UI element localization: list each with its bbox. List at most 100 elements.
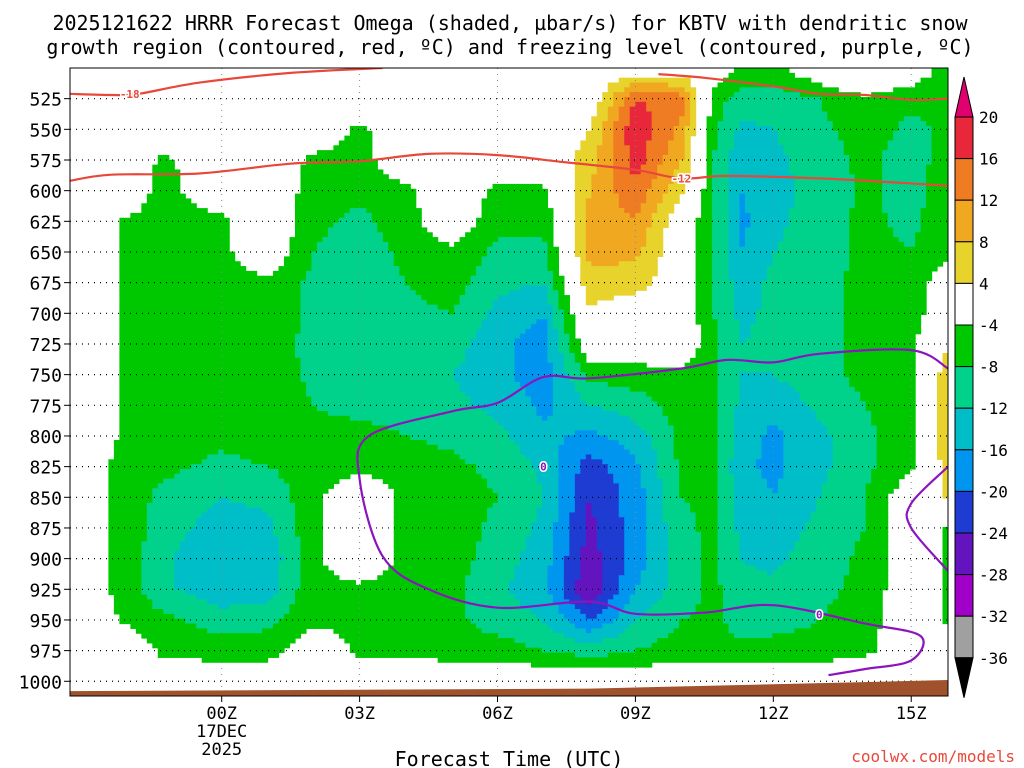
omega-cell	[706, 169, 713, 175]
omega-cell	[519, 555, 554, 562]
omega-cell	[849, 222, 889, 229]
omega-cell	[712, 193, 730, 200]
omega-cell	[558, 502, 576, 509]
omega-cell	[465, 613, 538, 620]
omega-cell	[388, 565, 472, 571]
omega-cell	[563, 353, 576, 359]
omega-cell	[108, 570, 142, 576]
omega-cell	[294, 343, 472, 349]
omega-cell	[701, 536, 719, 543]
omega-cell	[843, 290, 927, 296]
omega-cell	[426, 439, 516, 446]
omega-cell	[668, 183, 686, 190]
omega-cell	[613, 140, 625, 146]
omega-cell	[728, 159, 790, 166]
omega-cell	[284, 256, 313, 262]
omega-cell	[701, 338, 719, 344]
omega-cell	[701, 541, 719, 547]
omega-cell	[668, 551, 702, 557]
omega-cell	[717, 135, 735, 142]
omega-cell	[712, 198, 730, 204]
omega-cell	[942, 357, 948, 364]
omega-cell	[119, 618, 186, 625]
omega-cell	[865, 526, 889, 533]
omega-cell	[712, 111, 724, 117]
omega-cell	[723, 584, 845, 591]
omega-cell	[882, 188, 927, 195]
omega-cell	[552, 594, 565, 600]
omega-cell	[624, 570, 642, 576]
omega-cell	[547, 256, 559, 262]
omega-cell	[487, 188, 549, 195]
omega-cell	[525, 541, 554, 547]
omega-cell	[843, 372, 916, 378]
omega-cell	[733, 406, 812, 412]
omega-cell	[552, 377, 570, 383]
omega-cell	[585, 212, 631, 219]
omega-cell	[574, 507, 587, 514]
omega-cell	[739, 222, 752, 229]
omega-cell	[739, 386, 795, 393]
omega-cell	[712, 164, 730, 171]
omega-cell	[640, 164, 658, 171]
omega-cell	[558, 488, 576, 494]
omega-cell	[349, 208, 367, 214]
omega-cell	[843, 285, 927, 291]
omega-cell	[602, 130, 614, 137]
omega-cell	[942, 584, 948, 591]
omega-cell	[552, 531, 570, 538]
omega-cell	[701, 333, 719, 340]
omega-cell	[569, 531, 587, 538]
omega-cell	[712, 150, 730, 156]
omega-cell	[744, 338, 845, 344]
omega-cell	[942, 570, 948, 576]
omega-cell	[514, 372, 554, 378]
omega-cell	[146, 526, 192, 533]
omega-cell	[574, 584, 603, 591]
omega-cell	[174, 570, 280, 576]
colorbar-segment	[954, 199, 974, 243]
omega-cell	[733, 633, 773, 639]
omega-cell	[662, 512, 697, 518]
omega-cell	[552, 319, 565, 325]
omega-cell	[591, 174, 614, 180]
omega-cell	[289, 493, 324, 499]
omega-cell	[717, 575, 845, 581]
omega-cell	[585, 613, 598, 620]
omega-cell	[690, 613, 724, 620]
omega-cell	[152, 183, 181, 190]
omega-cell	[618, 507, 647, 514]
omega-cell	[536, 319, 549, 325]
omega-cell	[706, 159, 713, 166]
omega-cell	[937, 439, 948, 446]
omega-cell	[733, 145, 784, 151]
omega-cell	[591, 512, 620, 518]
omega-cell	[108, 493, 153, 499]
omega-cell	[766, 270, 845, 277]
omega-cell	[338, 217, 373, 224]
omega-cell	[300, 551, 324, 557]
omega-cell	[849, 159, 883, 166]
omega-cell	[646, 565, 669, 571]
omega-cell	[547, 353, 565, 359]
omega-cell	[926, 164, 948, 171]
omega-cell	[805, 401, 867, 407]
omega-cell	[300, 367, 455, 373]
omega-cell	[185, 536, 280, 543]
omega-cell	[393, 555, 477, 562]
omega-cell	[591, 261, 620, 267]
omega-cell	[920, 212, 948, 219]
omega-cell	[558, 473, 576, 480]
omega-cell	[481, 406, 538, 412]
omega-cell	[585, 135, 603, 142]
omega-cell	[772, 570, 850, 576]
omega-cell	[294, 333, 477, 340]
omega-cell	[624, 208, 642, 214]
omega-cell	[366, 208, 422, 214]
omega-cell	[624, 531, 647, 538]
omega-cell	[574, 237, 587, 243]
omega-cell	[349, 125, 367, 132]
omega-cell	[876, 444, 916, 451]
omega-cell	[739, 401, 806, 407]
omega-cell	[629, 106, 647, 113]
